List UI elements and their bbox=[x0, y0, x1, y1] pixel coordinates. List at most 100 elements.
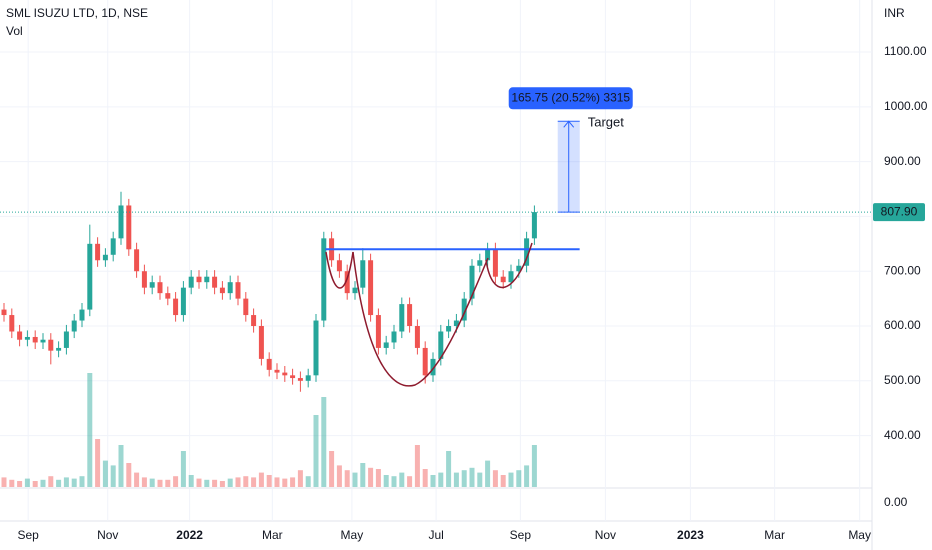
candle-body bbox=[95, 243, 101, 261]
candle-body bbox=[134, 249, 140, 272]
candle-body bbox=[290, 375, 296, 379]
candle-body bbox=[399, 304, 405, 332]
volume-bar bbox=[9, 479, 15, 487]
volume-bar bbox=[375, 469, 381, 487]
candle-body bbox=[516, 265, 522, 272]
volume-bar bbox=[485, 460, 491, 487]
x-tick-label: Sep bbox=[18, 528, 40, 542]
measure-label: 165.75 (20.52%) 3315 bbox=[511, 90, 630, 104]
volume-bar bbox=[126, 463, 132, 487]
candle-body bbox=[282, 372, 288, 376]
candle-body bbox=[251, 315, 257, 327]
volume-bar bbox=[134, 472, 140, 487]
candle-body bbox=[17, 331, 23, 340]
volume-bar bbox=[118, 445, 124, 487]
candle-body bbox=[313, 320, 319, 376]
x-tick-label: Nov bbox=[595, 528, 616, 542]
candle-body bbox=[258, 326, 264, 359]
volume-bar bbox=[1, 477, 7, 487]
x-tick-label: 2022 bbox=[176, 528, 203, 542]
candle-body bbox=[469, 265, 475, 299]
candle-body bbox=[110, 238, 116, 255]
candle-body bbox=[407, 304, 413, 327]
candle-body bbox=[219, 287, 225, 294]
volume-bar bbox=[235, 477, 241, 487]
candle-body bbox=[383, 342, 389, 348]
candle-body bbox=[48, 339, 54, 351]
candle-body bbox=[414, 326, 420, 348]
candle-body bbox=[118, 205, 124, 239]
volume-bar bbox=[110, 465, 116, 487]
volume-bar bbox=[531, 445, 537, 487]
volume-bar bbox=[290, 477, 296, 487]
candle-body bbox=[531, 212, 537, 239]
candle-body bbox=[9, 315, 15, 332]
volume-bar bbox=[196, 478, 202, 487]
candle-body bbox=[508, 271, 514, 283]
volume-bar bbox=[430, 475, 436, 487]
candle-body bbox=[274, 369, 280, 373]
volume-bar bbox=[321, 397, 327, 487]
measure-arrowhead bbox=[563, 120, 575, 128]
volume-bar bbox=[24, 478, 30, 487]
candle-body bbox=[524, 238, 530, 266]
volume-bar bbox=[500, 475, 506, 487]
volume-bar bbox=[32, 481, 38, 487]
volume-bar bbox=[344, 470, 350, 487]
candle-body bbox=[352, 287, 358, 294]
candle-body bbox=[63, 331, 69, 348]
x-tick-label: May bbox=[848, 528, 871, 542]
volume-bar bbox=[180, 451, 186, 487]
volume-bar bbox=[422, 469, 428, 487]
volume-bar bbox=[266, 475, 272, 487]
candle-body bbox=[336, 260, 342, 272]
volume-bar bbox=[149, 478, 155, 487]
volume-bar bbox=[188, 475, 194, 487]
y-tick-label: 1100.00 bbox=[884, 44, 927, 58]
candle-body bbox=[40, 339, 46, 343]
candle-body bbox=[235, 282, 241, 299]
pattern-curve bbox=[485, 242, 533, 289]
candle-body bbox=[446, 326, 452, 332]
volume-bar bbox=[360, 463, 366, 487]
volume-bar bbox=[391, 476, 397, 487]
candle-body bbox=[430, 358, 436, 376]
volume-bar bbox=[469, 467, 475, 487]
volume-bar bbox=[17, 481, 23, 487]
volume-bar bbox=[173, 476, 179, 487]
volume-bar bbox=[282, 478, 288, 487]
volume-bar bbox=[297, 470, 303, 487]
volume-bar bbox=[438, 472, 444, 487]
volume-bar bbox=[243, 476, 249, 487]
currency-label: INR bbox=[884, 6, 905, 20]
volume-bar bbox=[79, 476, 85, 487]
candle-body bbox=[204, 276, 210, 283]
candle-body bbox=[126, 205, 132, 250]
candle-body bbox=[438, 331, 444, 359]
chart-title: SML ISUZU LTD, 1D, NSE bbox=[6, 6, 148, 20]
volume-bar bbox=[446, 451, 452, 487]
volume-bar bbox=[274, 477, 280, 487]
candle-body bbox=[1, 309, 7, 316]
volume-bar bbox=[352, 472, 358, 487]
y-tick-label: 600.00 bbox=[884, 318, 921, 332]
pattern-curve bbox=[325, 251, 354, 289]
candle-body bbox=[461, 298, 467, 321]
volume-tick-label: 0.00 bbox=[884, 495, 908, 509]
volume-bar bbox=[461, 470, 467, 487]
candle-body bbox=[180, 287, 186, 316]
volume-bar bbox=[157, 479, 163, 487]
candle-body bbox=[266, 358, 272, 370]
candle-body bbox=[188, 276, 194, 288]
volume-bar bbox=[516, 470, 522, 487]
volume-bar bbox=[329, 451, 335, 487]
last-price-label: 807.90 bbox=[881, 204, 918, 218]
last-price-box bbox=[873, 203, 925, 222]
candle-body bbox=[375, 315, 381, 348]
y-tick-label: 1000.00 bbox=[884, 99, 928, 113]
candle-body bbox=[227, 282, 233, 294]
candle-body bbox=[173, 298, 179, 316]
volume-bar bbox=[305, 476, 311, 487]
volume-bar bbox=[87, 373, 93, 487]
